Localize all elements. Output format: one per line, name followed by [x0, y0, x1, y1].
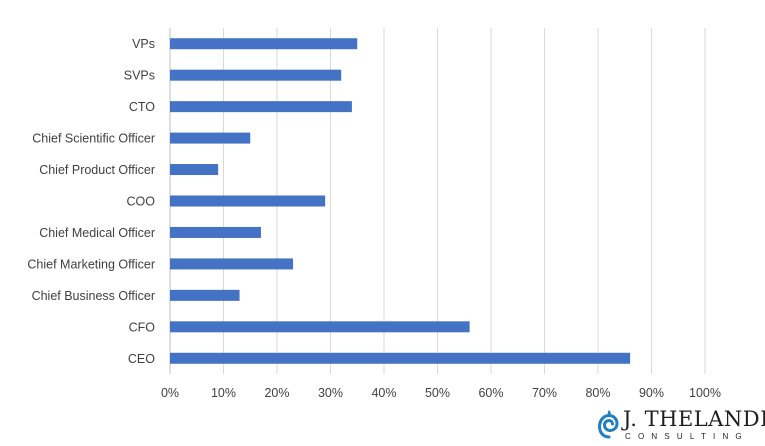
x-tick-label: 100%	[689, 386, 721, 400]
x-tick-label: 70%	[532, 386, 557, 400]
bar	[170, 69, 342, 81]
bar	[170, 226, 261, 238]
bar	[170, 352, 631, 364]
gridlines	[169, 28, 706, 374]
x-tick-label: 0%	[161, 386, 179, 400]
bar	[170, 289, 240, 301]
category-label: Chief Product Officer	[39, 163, 155, 177]
category-label: Chief Scientific Officer	[32, 132, 155, 146]
bar	[170, 38, 358, 50]
category-label: CEO	[128, 352, 155, 366]
bar	[170, 258, 294, 270]
category-labels: VPs SVPs CTO Chief Scientific Officer Chief …	[27, 37, 155, 366]
bar	[170, 101, 352, 113]
x-tick-label: 10%	[211, 386, 236, 400]
x-tick-label: 40%	[371, 386, 396, 400]
bars	[170, 38, 631, 364]
x-tick-label: 20%	[264, 386, 289, 400]
x-tick-label: 80%	[585, 386, 610, 400]
bar	[170, 195, 326, 207]
x-tick-label: 60%	[478, 386, 503, 400]
category-label: CTO	[129, 100, 155, 114]
brand-subtitle: CONSULTING	[625, 432, 749, 441]
bar	[170, 164, 219, 176]
x-tick-label: 50%	[425, 386, 450, 400]
category-label: Chief Marketing Officer	[27, 257, 155, 271]
x-tick-label: 90%	[639, 386, 664, 400]
category-label: Chief Medical Officer	[39, 226, 155, 240]
category-label: VPs	[132, 37, 155, 51]
x-tick-labels: 0% 10% 20% 30% 40% 50% 60% 70% 80% 90% 100%	[161, 386, 721, 400]
bar	[170, 321, 470, 333]
brand-name: J. THELANDER	[623, 407, 765, 431]
category-label: CFO	[129, 320, 156, 334]
category-label: Chief Business Officer	[32, 289, 155, 303]
brand-logo: J. THELANDER CONSULTING	[598, 407, 765, 444]
category-label: SVPs	[124, 69, 155, 83]
spiral-logo-icon	[598, 410, 619, 439]
x-tick-label: 30%	[318, 386, 343, 400]
bar	[170, 132, 251, 144]
category-label: COO	[127, 195, 156, 209]
